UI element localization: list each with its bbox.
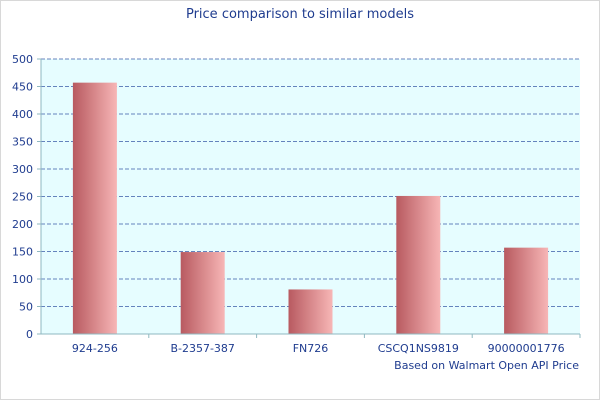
y-tick-label: 400 [12, 108, 33, 121]
x-tick-label: CSCQ1NS9819 [378, 342, 459, 355]
y-tick-label: 350 [12, 136, 33, 149]
x-tick-label: FN726 [293, 342, 329, 355]
y-tick-label: 450 [12, 81, 33, 94]
y-tick-label: 300 [12, 163, 33, 176]
y-tick-label: 50 [19, 301, 33, 314]
bars [72, 82, 549, 335]
x-tick-label: B-2357-387 [170, 342, 234, 355]
bar-CSCQ1NS9819 [396, 195, 441, 334]
y-tick-label: 100 [12, 273, 33, 286]
y-tick-label: 150 [12, 246, 33, 259]
y-tick-label: 500 [12, 53, 33, 66]
x-tick-label: 90000001776 [488, 342, 565, 355]
chart-footnote: Based on Walmart Open API Price [394, 359, 579, 372]
y-axis-ticks: 0 50 100 150 200 250 300 350 400 450 500 [12, 53, 41, 341]
bar-90000001776 [504, 247, 549, 334]
y-tick-label: 250 [12, 191, 33, 204]
x-axis-labels: 924-256 B-2357-387 FN726 CSCQ1NS9819 9000000… [72, 334, 581, 355]
x-tick-label: 924-256 [72, 342, 118, 355]
bar-924-256 [72, 82, 117, 335]
chart-title: Price comparison to similar models [186, 7, 414, 22]
y-tick-label: 200 [12, 218, 33, 231]
plot-background [41, 59, 580, 334]
bar-B-2357-387 [180, 252, 225, 334]
bar-FN726 [288, 289, 333, 334]
y-tick-label: 0 [26, 328, 33, 341]
